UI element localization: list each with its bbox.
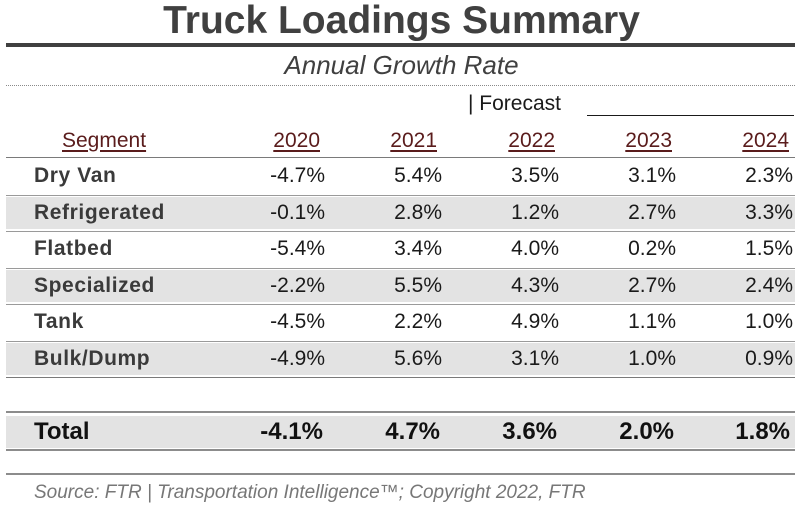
- total-label: Total: [34, 418, 90, 445]
- table-row: Dry Van -4.7% 5.4% 3.5% 3.1% 2.3%: [6, 160, 795, 192]
- cell-value-2022: 3.5%: [511, 164, 559, 187]
- cell-value-2023: 0.2%: [628, 237, 676, 260]
- table-row: Tank -4.5% 2.2% 4.9% 1.1% 1.0%: [6, 306, 795, 338]
- column-header-2021: 2021: [390, 129, 437, 152]
- row-divider: [6, 231, 795, 232]
- column-header-segment: Segment: [62, 129, 147, 152]
- total-value-2020: -4.1%: [260, 418, 323, 445]
- column-header-2024: 2024: [742, 129, 789, 152]
- cell-value-2022: 1.2%: [511, 200, 559, 224]
- cell-value-2023: 2.7%: [628, 200, 676, 224]
- cell-value-2024: 1.0%: [745, 310, 793, 333]
- chart-title: Truck Loadings Summary: [163, 0, 640, 42]
- total-value-2024: 1.8%: [735, 418, 790, 445]
- cell-value-2021: 2.8%: [394, 200, 442, 224]
- source-rule: [6, 473, 795, 475]
- table-row-total: Total -4.1% 4.7% 3.6% 2.0% 1.8%: [6, 416, 795, 448]
- cell-value-2022: 3.1%: [511, 346, 559, 370]
- forecast-underline: [587, 115, 794, 116]
- cell-value-2021: 5.5%: [394, 273, 442, 297]
- total-value-2022: 3.6%: [502, 418, 557, 445]
- cell-value-2020: -4.7%: [270, 164, 325, 187]
- table-row: Refrigerated -0.1% 2.8% 1.2% 2.7% 3.3%: [6, 196, 795, 229]
- cell-value-2021: 3.4%: [394, 237, 442, 260]
- cell-value-2020: -2.2%: [270, 273, 325, 297]
- table-row: Flatbed -5.4% 3.4% 4.0% 0.2% 1.5%: [6, 233, 795, 265]
- cell-value-2023: 1.1%: [628, 310, 676, 333]
- cell-value-2022: 4.9%: [511, 310, 559, 333]
- cell-value-2023: 1.0%: [628, 346, 676, 370]
- cell-value-2020: -4.9%: [270, 346, 325, 370]
- cell-value-2024: 2.4%: [745, 273, 793, 297]
- total-top-rule: [6, 411, 795, 413]
- cell-value-2022: 4.3%: [511, 273, 559, 297]
- row-divider: [6, 340, 795, 342]
- cell-value-2024: 3.3%: [745, 200, 793, 224]
- cell-value-2021: 5.4%: [394, 164, 442, 187]
- total-bottom-rule: [6, 449, 795, 451]
- total-value-2023: 2.0%: [619, 418, 674, 445]
- column-header-2023: 2023: [625, 129, 672, 152]
- segment-label: Tank: [34, 310, 84, 333]
- column-header-2022: 2022: [508, 129, 555, 152]
- cell-value-2020: -4.5%: [270, 310, 325, 333]
- segment-label: Flatbed: [34, 237, 113, 260]
- cell-value-2023: 2.7%: [628, 273, 676, 297]
- source-note: Source: FTR | Transportation Intelligenc…: [34, 482, 586, 503]
- cell-value-2020: -5.4%: [270, 237, 325, 260]
- row-divider: [6, 267, 795, 269]
- segment-label: Refrigerated: [34, 200, 165, 224]
- segment-label: Bulk/Dump: [34, 346, 151, 370]
- table-row: Specialized -2.2% 5.5% 4.3% 2.7% 2.4%: [6, 269, 795, 302]
- row-divider: [6, 304, 795, 305]
- cell-value-2024: 2.3%: [745, 164, 793, 187]
- cell-value-2022: 4.0%: [511, 237, 559, 260]
- segment-label: Dry Van: [34, 164, 117, 187]
- body-bottom-divider: [6, 377, 795, 378]
- cell-value-2020: -0.1%: [270, 200, 325, 224]
- cell-value-2024: 0.9%: [745, 346, 793, 370]
- table-row: Bulk/Dump -4.9% 5.6% 3.1% 1.0% 0.9%: [6, 342, 795, 375]
- forecast-label: | Forecast: [468, 92, 561, 115]
- chart-subtitle: Annual Growth Rate: [284, 50, 519, 80]
- cell-value-2023: 3.1%: [628, 164, 676, 187]
- header-divider: [6, 157, 795, 158]
- subtitle-divider: [6, 85, 795, 86]
- segment-label: Specialized: [34, 273, 155, 297]
- cell-value-2021: 5.6%: [394, 346, 442, 370]
- row-divider: [6, 194, 795, 196]
- column-header-2020: 2020: [273, 129, 320, 152]
- title-rule: [6, 43, 795, 47]
- cell-value-2021: 2.2%: [394, 310, 442, 333]
- total-value-2021: 4.7%: [385, 418, 440, 445]
- cell-value-2024: 1.5%: [745, 237, 793, 260]
